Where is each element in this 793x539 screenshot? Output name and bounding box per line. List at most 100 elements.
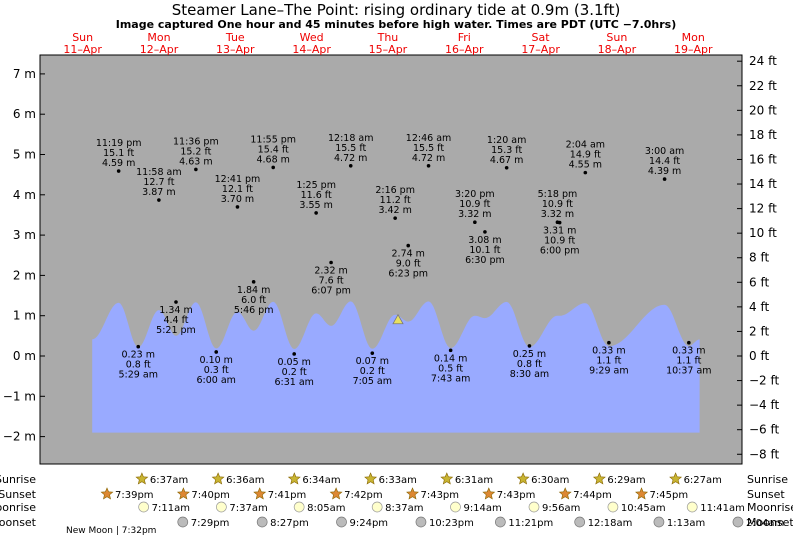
tide-label: 0.23 m <box>122 350 155 361</box>
tide-point <box>157 198 161 202</box>
moonrise-icon <box>293 501 305 513</box>
moonrise-icon <box>216 501 227 513</box>
sun-icon <box>364 472 378 485</box>
tide-label: 0.2 ft <box>282 367 307 378</box>
tide-label: 12.1 ft <box>222 184 253 195</box>
tide-label: 4.72 m <box>412 153 445 164</box>
tide-label: 3.32 m <box>541 209 574 220</box>
tide-label: 12.7 ft <box>143 177 174 188</box>
moonset-time: 12:18am <box>588 518 633 529</box>
left-tick-label: −2 m <box>3 430 36 444</box>
moonrise-time: 9:56am <box>542 503 580 514</box>
tide-label: 11:19 pm <box>96 138 142 149</box>
sun-icon <box>253 487 267 500</box>
tide-label: 11:58 am <box>136 167 181 178</box>
sun-icon <box>635 487 649 500</box>
tide-area-path <box>92 301 700 433</box>
right-tick-label: 18 ft <box>749 128 777 142</box>
day-name: Mon <box>147 31 170 44</box>
right-tick-label: 6 ft <box>749 275 769 289</box>
tide-point <box>448 348 453 353</box>
tide-label: 0.3 ft <box>204 365 229 376</box>
day-name: Mon <box>682 31 705 44</box>
tide-label: 3:00 am <box>645 146 684 157</box>
moonrise-icon <box>528 501 540 513</box>
tide-label: 10.1 ft <box>469 245 500 256</box>
tide-point <box>393 216 397 220</box>
moonrise-time: 7:37am <box>229 503 267 514</box>
tide-label: 0.10 m <box>200 355 233 366</box>
moonrise-time: 8:37am <box>385 503 423 514</box>
tide-point <box>687 340 691 345</box>
day-date: 13–Apr <box>216 43 255 56</box>
tide-label: 1:25 pm <box>296 180 336 191</box>
tide-label: 15.1 ft <box>103 148 134 159</box>
tide-label: 0.8 ft <box>126 360 151 371</box>
moonset-time: 7:29pm <box>191 518 230 529</box>
sunrise-time: 6:33am <box>379 475 417 486</box>
moonset-time: 1:13am <box>667 518 705 529</box>
day-name: Tue <box>225 31 245 44</box>
row-label-left: Sunrise <box>0 473 36 486</box>
tide-label: 15.5 ft <box>335 143 366 154</box>
moonset-icon <box>732 516 744 528</box>
sun-icon <box>669 472 683 485</box>
tide-label: 4.55 m <box>569 160 602 171</box>
tide-label: 6:00 pm <box>540 246 580 257</box>
tide-label: 10:37 am <box>666 366 711 377</box>
moonset-time: 11:21pm <box>508 518 553 529</box>
moonset-time: 9:24pm <box>350 518 389 529</box>
sun-moon-rows: SunriseSunriseSunsetSunsetMoonriseMoonri… <box>0 472 793 529</box>
tide-label: 0.14 m <box>434 353 467 364</box>
tide-label: 2.74 m <box>392 249 425 260</box>
tide-point <box>251 280 256 284</box>
tide-point <box>292 352 296 356</box>
tide-point <box>116 169 121 173</box>
tide-label: 9.0 ft <box>396 259 421 270</box>
right-tick-label: 24 ft <box>749 54 777 68</box>
tide-label: 0.5 ft <box>438 363 463 374</box>
tide-point <box>174 300 178 304</box>
tide-label: 0.25 m <box>513 349 546 360</box>
moonset-time: 10:23pm <box>429 518 474 529</box>
sunset-time: 7:43pm <box>420 490 459 501</box>
tide-label: 6:31 am <box>274 377 313 388</box>
day-name: Sat <box>532 31 551 44</box>
moonrise-icon <box>607 501 619 513</box>
tide-label: 1.34 m <box>159 305 192 316</box>
tide-label: 2:04 am <box>566 140 605 151</box>
tide-point <box>214 350 219 354</box>
tide-label: 4.68 m <box>256 154 289 165</box>
new-moon-label: New Moon | 7:32pm <box>66 526 156 536</box>
tide-label: 5:21 pm <box>156 325 196 336</box>
right-tick-label: 16 ft <box>749 152 777 166</box>
day-name: Sun <box>606 31 627 44</box>
tide-label: 3.87 m <box>142 187 175 198</box>
sun-icon <box>176 487 190 500</box>
tide-point <box>348 163 353 168</box>
row-label-left: Moonrise <box>0 501 36 514</box>
moonrise-time: 9:14am <box>463 503 501 514</box>
row-label-right: Sunset <box>747 488 785 501</box>
tide-label: 3.55 m <box>299 200 332 211</box>
moonset-time: 8:27pm <box>270 518 309 529</box>
row-label-right: Moonset <box>747 516 793 529</box>
tide-area <box>92 301 700 433</box>
tide-point <box>557 220 562 225</box>
tide-label: 1.1 ft <box>596 356 621 367</box>
moonrise-time: 7:11am <box>152 503 190 514</box>
sun-icon <box>135 472 149 485</box>
right-tick-label: −2 ft <box>749 374 780 388</box>
sunrise-time: 6:31am <box>455 475 493 486</box>
sunrise-time: 6:37am <box>150 475 188 486</box>
moonrise-time: 11:41am <box>700 503 745 514</box>
tide-label: 9:29 am <box>589 366 628 377</box>
moonrise-time: 8:05am <box>307 503 345 514</box>
tide-label: 6:30 pm <box>465 255 505 266</box>
moonset-icon <box>415 516 427 528</box>
sunset-time: 7:45pm <box>650 490 689 501</box>
tide-label: 12:41 pm <box>215 174 261 185</box>
day-date: 18–Apr <box>598 43 637 56</box>
moonrise-time: 10:45am <box>621 503 666 514</box>
